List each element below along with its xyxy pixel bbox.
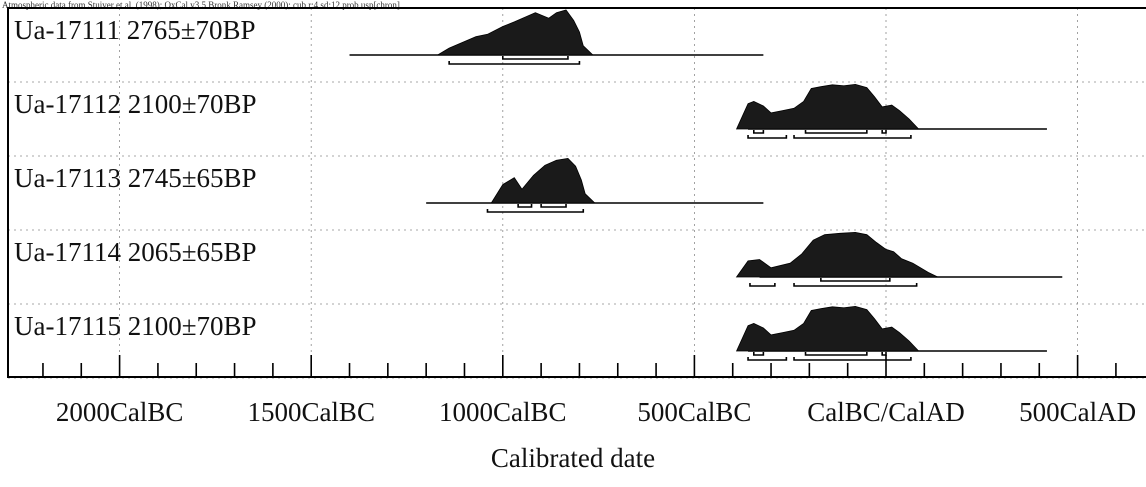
interval-bracket-68 [881, 130, 887, 134]
probability-distribution [735, 305, 920, 352]
interval-bracket-95 [486, 209, 585, 213]
probability-distribution [490, 157, 596, 204]
atmospheric-data-caption: Atmospheric data from Stuiver et al. (19… [2, 0, 400, 10]
sample-row-ua-17112: Ua-17112 2100±70BP [14, 83, 1047, 139]
interval-bracket-95 [747, 357, 788, 361]
interval-bracket-95 [793, 283, 918, 287]
interval-bracket-95 [793, 357, 912, 361]
sample-rows: Ua-17111 2765±70BP Ua-17112 2100±70BP Ua-1… [14, 9, 1063, 361]
sample-row-ua-17115: Ua-17115 2100±70BP [14, 305, 1047, 361]
x-tick-label: CalBC/CalAD [807, 397, 965, 427]
interval-bracket-68 [820, 278, 891, 282]
interval-bracket-95 [749, 283, 776, 287]
sample-label: Ua-17111 2765±70BP [14, 15, 256, 45]
sample-row-ua-17111: Ua-17111 2765±70BP [14, 9, 764, 65]
x-axis: 2000CalBC 1500CalBC 1000CalBC 500CalBC CalBC… [42, 355, 1136, 427]
x-axis-title: Calibrated date [491, 443, 655, 473]
sample-label: Ua-17114 2065±65BP [14, 237, 257, 267]
interval-bracket-95 [448, 61, 581, 65]
probability-distribution [735, 231, 938, 278]
sample-row-ua-17113: Ua-17113 2745±65BP [14, 157, 764, 213]
sample-row-ua-17114: Ua-17114 2065±65BP [14, 231, 1063, 287]
interval-bracket-68 [517, 204, 533, 208]
probability-distribution [436, 9, 594, 56]
x-tick-label: 1500CalBC [247, 397, 375, 427]
interval-bracket-68 [804, 130, 868, 134]
sample-label: Ua-17112 2100±70BP [14, 89, 257, 119]
sample-label: Ua-17113 2745±65BP [14, 163, 257, 193]
interval-bracket-95 [793, 135, 912, 139]
interval-bracket-68 [540, 204, 567, 208]
x-tick-label: 2000CalBC [56, 397, 184, 427]
interval-bracket-95 [747, 135, 788, 139]
sample-label: Ua-17115 2100±70BP [14, 311, 257, 341]
interval-bracket-68 [502, 56, 569, 60]
interval-bracket-68 [752, 130, 765, 134]
interval-bracket-68 [881, 352, 887, 356]
x-tick-label: 1000CalBC [439, 397, 567, 427]
probability-distribution [735, 83, 920, 130]
x-tick-label: 500CalAD [1019, 397, 1136, 427]
interval-bracket-68 [752, 352, 765, 356]
x-tick-label: 500CalBC [637, 397, 751, 427]
interval-bracket-68 [804, 352, 868, 356]
plot-frame [7, 7, 1146, 378]
